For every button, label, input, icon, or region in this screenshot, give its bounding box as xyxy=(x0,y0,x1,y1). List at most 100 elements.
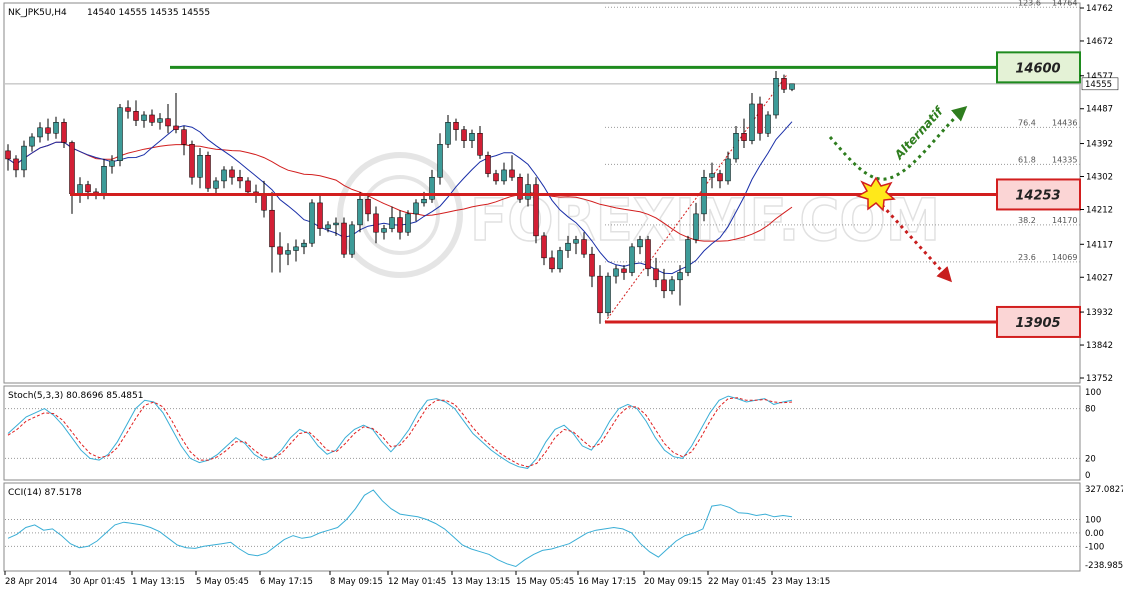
cci-tick-label: -100 xyxy=(1085,542,1104,552)
candle-body xyxy=(733,133,739,160)
candle-body xyxy=(709,173,715,178)
candle-body xyxy=(205,155,211,189)
stoch-main-line xyxy=(7,395,793,469)
candle-body xyxy=(413,202,419,215)
candle-body xyxy=(405,213,411,233)
stoch-label: Stoch(5,3,3) 80.8696 85.4851 xyxy=(8,391,143,401)
candle-body xyxy=(389,217,395,229)
candle-body xyxy=(469,133,475,141)
time-tick-label: 23 May 13:15 xyxy=(772,577,830,587)
candle-body xyxy=(429,176,435,200)
alternative-arrow xyxy=(828,106,968,181)
fibonacci-layer: 123.6 14764 76.4 14436 61.8 14335 38.2 14170 23.… xyxy=(604,0,1080,323)
candle-body xyxy=(357,198,363,226)
price-tick-label: 14117 xyxy=(1086,240,1113,250)
time-tick-label: 1 May 13:15 xyxy=(132,577,185,587)
candle-body xyxy=(165,118,171,127)
candle-body xyxy=(213,180,219,189)
breakout-burst-icon xyxy=(856,176,896,212)
candle-body xyxy=(5,150,11,160)
fib-trend-line xyxy=(604,74,788,323)
levels: 14600 14253 13905 xyxy=(70,51,1081,338)
price-axis: 14762 14672 14577 14487 14392 14302 14212 14117… xyxy=(1080,4,1119,384)
candle-body xyxy=(485,155,491,174)
fib-level-label: 23.6 xyxy=(1018,253,1036,262)
ohlc-label: 14540 14555 14535 14555 xyxy=(87,8,210,18)
candle-body xyxy=(597,275,603,314)
level-label-pivot: 14253 xyxy=(1015,188,1060,203)
level-box-pivot xyxy=(996,178,1081,211)
price-tick-label: 13842 xyxy=(1086,341,1113,351)
candle-body xyxy=(621,268,627,273)
candle-body xyxy=(37,127,43,138)
fib-level-label: 123.6 xyxy=(1018,0,1041,7)
candle-body xyxy=(685,239,691,273)
time-axis: 28 Apr 2014 30 Apr 01:45 1 May 13:15 5 May … xyxy=(4,571,830,587)
candle-body xyxy=(181,129,187,145)
candle-body xyxy=(237,176,243,182)
stoch-tick-label: 0 xyxy=(1085,471,1090,481)
candle-body xyxy=(69,142,75,194)
time-tick-label: 30 Apr 01:45 xyxy=(70,577,125,587)
candle-body xyxy=(509,169,515,178)
candle-body xyxy=(221,169,227,182)
candle-body xyxy=(13,158,19,171)
candle-body xyxy=(573,239,579,244)
candle-body xyxy=(149,114,155,123)
fib-price-label: 14069 xyxy=(1052,253,1077,262)
cci-line xyxy=(7,489,793,568)
current-price-box xyxy=(1081,77,1119,91)
stoch-tick-label: 20 xyxy=(1085,454,1096,464)
candle-body xyxy=(453,122,459,130)
candle-body xyxy=(53,122,59,134)
candle-body xyxy=(125,107,131,112)
level-box-support xyxy=(996,305,1081,338)
price-tick-label: 14762 xyxy=(1086,4,1113,14)
cci-tick-label: -238.985 xyxy=(1085,561,1123,571)
level-box-resistance xyxy=(996,51,1081,84)
candle-body xyxy=(437,144,443,178)
candle-body xyxy=(229,169,235,178)
candle-body xyxy=(77,184,83,194)
candle-body xyxy=(309,202,315,244)
price-tick-label: 14672 xyxy=(1086,37,1113,47)
candle-body xyxy=(197,155,203,178)
candle-body xyxy=(773,78,779,116)
price-tick-label: 14577 xyxy=(1086,72,1113,82)
cci-layer: 327.0827 100 0.00 -100 -238.985 xyxy=(5,485,1123,571)
candle-body xyxy=(325,224,331,229)
candle-body xyxy=(549,257,555,270)
candle-body xyxy=(637,239,643,248)
cci-label: CCI(14) 87.5178 xyxy=(8,488,82,498)
candle-body xyxy=(245,180,251,193)
candle-body xyxy=(285,250,291,255)
candle-body xyxy=(269,209,275,248)
time-tick-label: 28 Apr 2014 xyxy=(5,577,58,587)
candle-body xyxy=(381,228,387,233)
candle-body xyxy=(717,173,723,182)
candle-body xyxy=(277,246,283,255)
candles xyxy=(5,71,795,324)
stoch-signal-line xyxy=(7,397,793,468)
candle-body xyxy=(85,184,91,193)
candle-body xyxy=(45,127,51,134)
candle-body xyxy=(341,222,347,255)
candle-body xyxy=(749,103,755,141)
candle-body xyxy=(581,239,587,255)
candle-body xyxy=(445,122,451,145)
time-tick-label: 16 May 17:15 xyxy=(578,577,636,587)
candle-body xyxy=(741,133,747,141)
candle-body xyxy=(365,198,371,215)
fib-price-label: 14436 xyxy=(1052,118,1077,127)
candle-body xyxy=(493,173,499,182)
candle-body xyxy=(333,222,339,226)
candle-body xyxy=(645,239,651,270)
candle-body xyxy=(725,158,731,182)
stoch-layer: 100 80 20 0 xyxy=(5,388,1101,481)
candle-body xyxy=(293,246,299,251)
fib-price-label: 14335 xyxy=(1052,155,1077,164)
current-price-label: 14555 xyxy=(1085,80,1112,90)
breakdown-arrow xyxy=(880,203,953,283)
candle-body xyxy=(349,224,355,255)
candle-body xyxy=(565,242,571,251)
